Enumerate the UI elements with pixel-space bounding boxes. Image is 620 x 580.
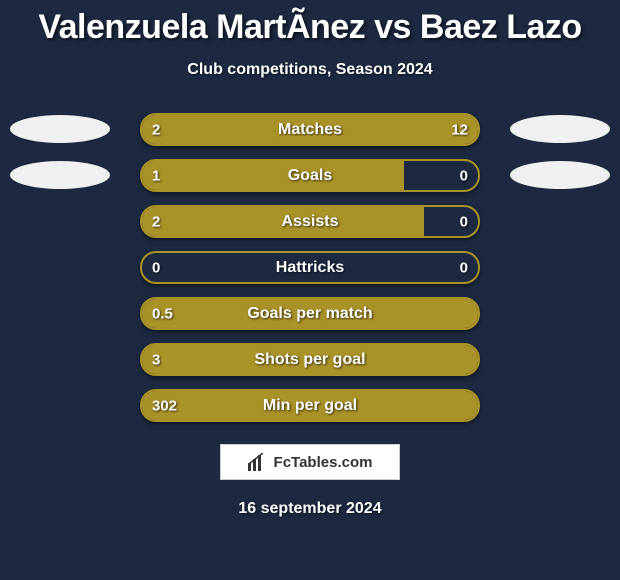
stat-label: Assists [282, 213, 339, 231]
stat-row: 2 0 Assists [0, 205, 620, 238]
stat-row: 0.5 Goals per match [0, 297, 620, 330]
stat-bar-track: 0.5 Goals per match [140, 297, 480, 330]
stat-label: Min per goal [263, 397, 357, 415]
player-avatar-left [10, 161, 110, 189]
brand-text: FcTables.com [274, 454, 373, 471]
stat-bar-track: 3 Shots per goal [140, 343, 480, 376]
stat-value-right: 0 [460, 259, 468, 276]
stat-value-right: 0 [460, 167, 468, 184]
stat-value-right: 12 [451, 121, 468, 138]
stat-bar-track: 302 Min per goal [140, 389, 480, 422]
player-avatar-right [510, 115, 610, 143]
brand-logo: FcTables.com [220, 444, 400, 480]
stat-bar-track: 2 0 Assists [140, 205, 480, 238]
stat-row: 2 12 Matches [0, 113, 620, 146]
stat-value-left: 2 [152, 213, 160, 230]
stat-bar-track: 2 12 Matches [140, 113, 480, 146]
footer-date: 16 september 2024 [0, 500, 620, 518]
page-title: Valenzuela MartÃnez vs Baez Lazo [0, 0, 620, 47]
stat-row: 1 0 Goals [0, 159, 620, 192]
bars-icon [248, 453, 268, 471]
stat-bar-left [142, 115, 189, 144]
stat-label: Shots per goal [254, 351, 365, 369]
stat-label: Goals per match [247, 305, 372, 323]
comparison-chart: 2 12 Matches 1 0 Goals 2 0 Assists 0 0 Hattricks 0.5… [0, 113, 620, 422]
stat-label: Hattricks [276, 259, 344, 277]
stat-row: 3 Shots per goal [0, 343, 620, 376]
stat-row: 302 Min per goal [0, 389, 620, 422]
player-avatar-left [10, 115, 110, 143]
stat-value-left: 0.5 [152, 305, 173, 322]
stat-label: Goals [288, 167, 332, 185]
stat-bar-left [142, 161, 404, 190]
stat-value-left: 302 [152, 397, 177, 414]
stat-bar-track: 0 0 Hattricks [140, 251, 480, 284]
player-avatar-right [510, 161, 610, 189]
stat-bar-track: 1 0 Goals [140, 159, 480, 192]
stat-row: 0 0 Hattricks [0, 251, 620, 284]
page-subtitle: Club competitions, Season 2024 [0, 61, 620, 79]
stat-value-left: 3 [152, 351, 160, 368]
stat-value-left: 2 [152, 121, 160, 138]
stat-value-right: 0 [460, 213, 468, 230]
stat-label: Matches [278, 121, 342, 139]
stat-value-left: 1 [152, 167, 160, 184]
stat-value-left: 0 [152, 259, 160, 276]
